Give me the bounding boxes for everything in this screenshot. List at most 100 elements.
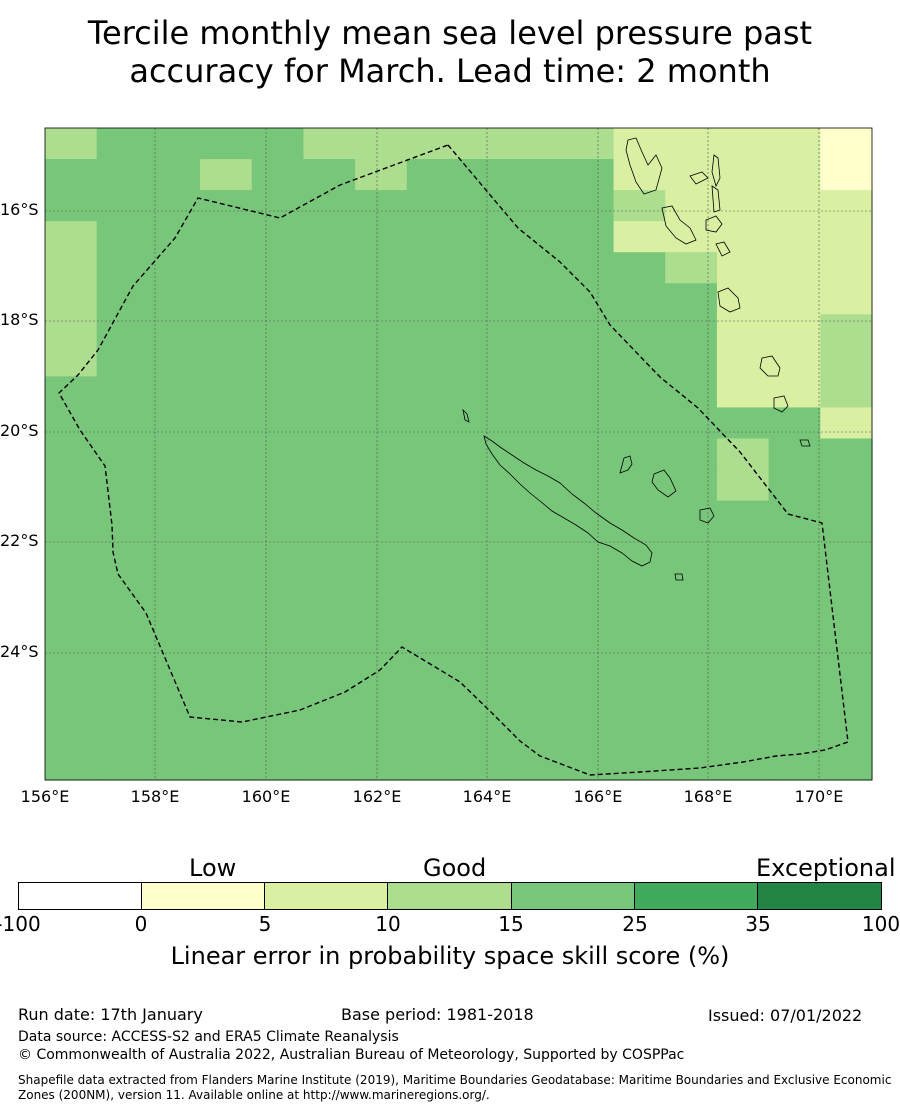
grid-cell bbox=[303, 593, 356, 626]
grid-cell bbox=[665, 686, 718, 719]
grid-cell bbox=[406, 190, 460, 222]
grid-cell bbox=[820, 407, 873, 440]
grid-cell bbox=[96, 376, 149, 409]
grid-cell bbox=[716, 593, 770, 626]
grid-cell bbox=[768, 593, 821, 626]
grid-cell bbox=[148, 221, 201, 253]
grid-cell bbox=[458, 438, 511, 471]
grid-cell bbox=[200, 500, 253, 533]
grid-cell bbox=[458, 500, 511, 533]
grid-cell bbox=[458, 314, 511, 346]
grid-cell bbox=[96, 748, 149, 781]
grid-cell bbox=[355, 686, 408, 719]
grid-cell bbox=[148, 717, 201, 750]
grid-cell bbox=[303, 624, 356, 657]
colorbar-tick: 35 bbox=[745, 912, 771, 936]
grid-cell bbox=[716, 407, 770, 440]
grid-cell bbox=[406, 748, 460, 781]
grid-cell bbox=[251, 159, 305, 191]
grid-cell bbox=[458, 562, 511, 595]
skill-grid bbox=[45, 128, 873, 781]
grid-cell bbox=[200, 624, 253, 657]
grid-cell bbox=[665, 283, 718, 315]
grid-cell bbox=[820, 159, 873, 191]
grid-cell bbox=[148, 562, 201, 595]
grid-cell bbox=[406, 345, 460, 377]
grid-cell bbox=[406, 438, 460, 471]
grid-cell bbox=[716, 500, 770, 533]
grid-cell bbox=[458, 624, 511, 657]
grid-cell bbox=[303, 345, 356, 377]
lon-label: 170°E bbox=[794, 787, 844, 806]
grid-cell bbox=[561, 376, 615, 409]
colorbar-swatch bbox=[141, 883, 266, 909]
grid-cell bbox=[96, 283, 149, 315]
colorbar-tick: 5 bbox=[258, 912, 272, 936]
grid-cell bbox=[665, 748, 718, 781]
map-title: Tercile monthly mean sea level pressure … bbox=[0, 14, 900, 90]
grid-cell bbox=[820, 624, 873, 657]
grid-cell bbox=[561, 655, 615, 688]
grid-cell bbox=[820, 252, 873, 284]
grid-cell bbox=[355, 252, 408, 284]
grid-cell bbox=[303, 686, 356, 719]
grid-cell bbox=[406, 469, 460, 502]
grid-cell bbox=[458, 283, 511, 315]
grid-cell bbox=[768, 314, 821, 346]
grid-cell bbox=[251, 562, 305, 595]
grid-cell bbox=[820, 748, 873, 781]
grid-cell bbox=[96, 686, 149, 719]
grid-cell bbox=[96, 624, 149, 657]
grid-cell bbox=[768, 221, 821, 253]
grid-cell bbox=[148, 283, 201, 315]
grid-cell bbox=[716, 748, 770, 781]
grid-cell bbox=[768, 159, 821, 191]
grid-cell bbox=[561, 252, 615, 284]
grid-cell bbox=[768, 686, 821, 719]
grid-cell bbox=[45, 252, 98, 284]
efate-island-outline bbox=[705, 215, 723, 233]
lat-label: 18°S bbox=[0, 310, 39, 329]
lat-label: 22°S bbox=[0, 531, 39, 550]
grid-cell bbox=[45, 407, 98, 440]
grid-cell bbox=[96, 407, 149, 440]
grid-cell bbox=[355, 717, 408, 750]
grid-cell bbox=[768, 562, 821, 595]
grid-cell bbox=[768, 283, 821, 315]
grid-cell bbox=[406, 624, 460, 657]
grid-cell bbox=[200, 531, 253, 564]
colorbar-tick: 0 bbox=[134, 912, 148, 936]
grid-cell bbox=[561, 159, 615, 191]
graticule bbox=[45, 128, 872, 780]
grid-cell bbox=[251, 376, 305, 409]
grid-cell bbox=[613, 159, 666, 191]
grid-cell bbox=[768, 748, 821, 781]
lon-label: 166°E bbox=[573, 787, 623, 806]
grid-cell bbox=[613, 407, 666, 440]
grid-cell bbox=[458, 593, 511, 626]
grid-cell bbox=[148, 128, 201, 160]
grid-cell bbox=[510, 438, 563, 471]
grid-cell bbox=[355, 345, 408, 377]
grid-cell bbox=[200, 314, 253, 346]
grid-cell bbox=[148, 438, 201, 471]
grid-cell bbox=[148, 593, 201, 626]
grid-cell bbox=[96, 717, 149, 750]
grid-cell bbox=[716, 221, 770, 253]
grid-cell bbox=[45, 500, 98, 533]
grid-cell bbox=[406, 500, 460, 533]
ouvea-island-outline bbox=[619, 455, 633, 474]
grid-cell bbox=[510, 407, 563, 440]
grid-cell bbox=[45, 283, 98, 315]
grid-cell bbox=[251, 469, 305, 502]
grid-cell bbox=[510, 655, 563, 688]
grid-cell bbox=[251, 345, 305, 377]
grid-cell bbox=[406, 531, 460, 564]
grid-cell bbox=[561, 717, 615, 750]
grid-cell bbox=[303, 407, 356, 440]
grid-cell bbox=[820, 717, 873, 750]
grid-cell bbox=[200, 376, 253, 409]
grid-cell bbox=[355, 283, 408, 315]
grid-cell bbox=[45, 128, 98, 160]
grid-cell bbox=[716, 314, 770, 346]
